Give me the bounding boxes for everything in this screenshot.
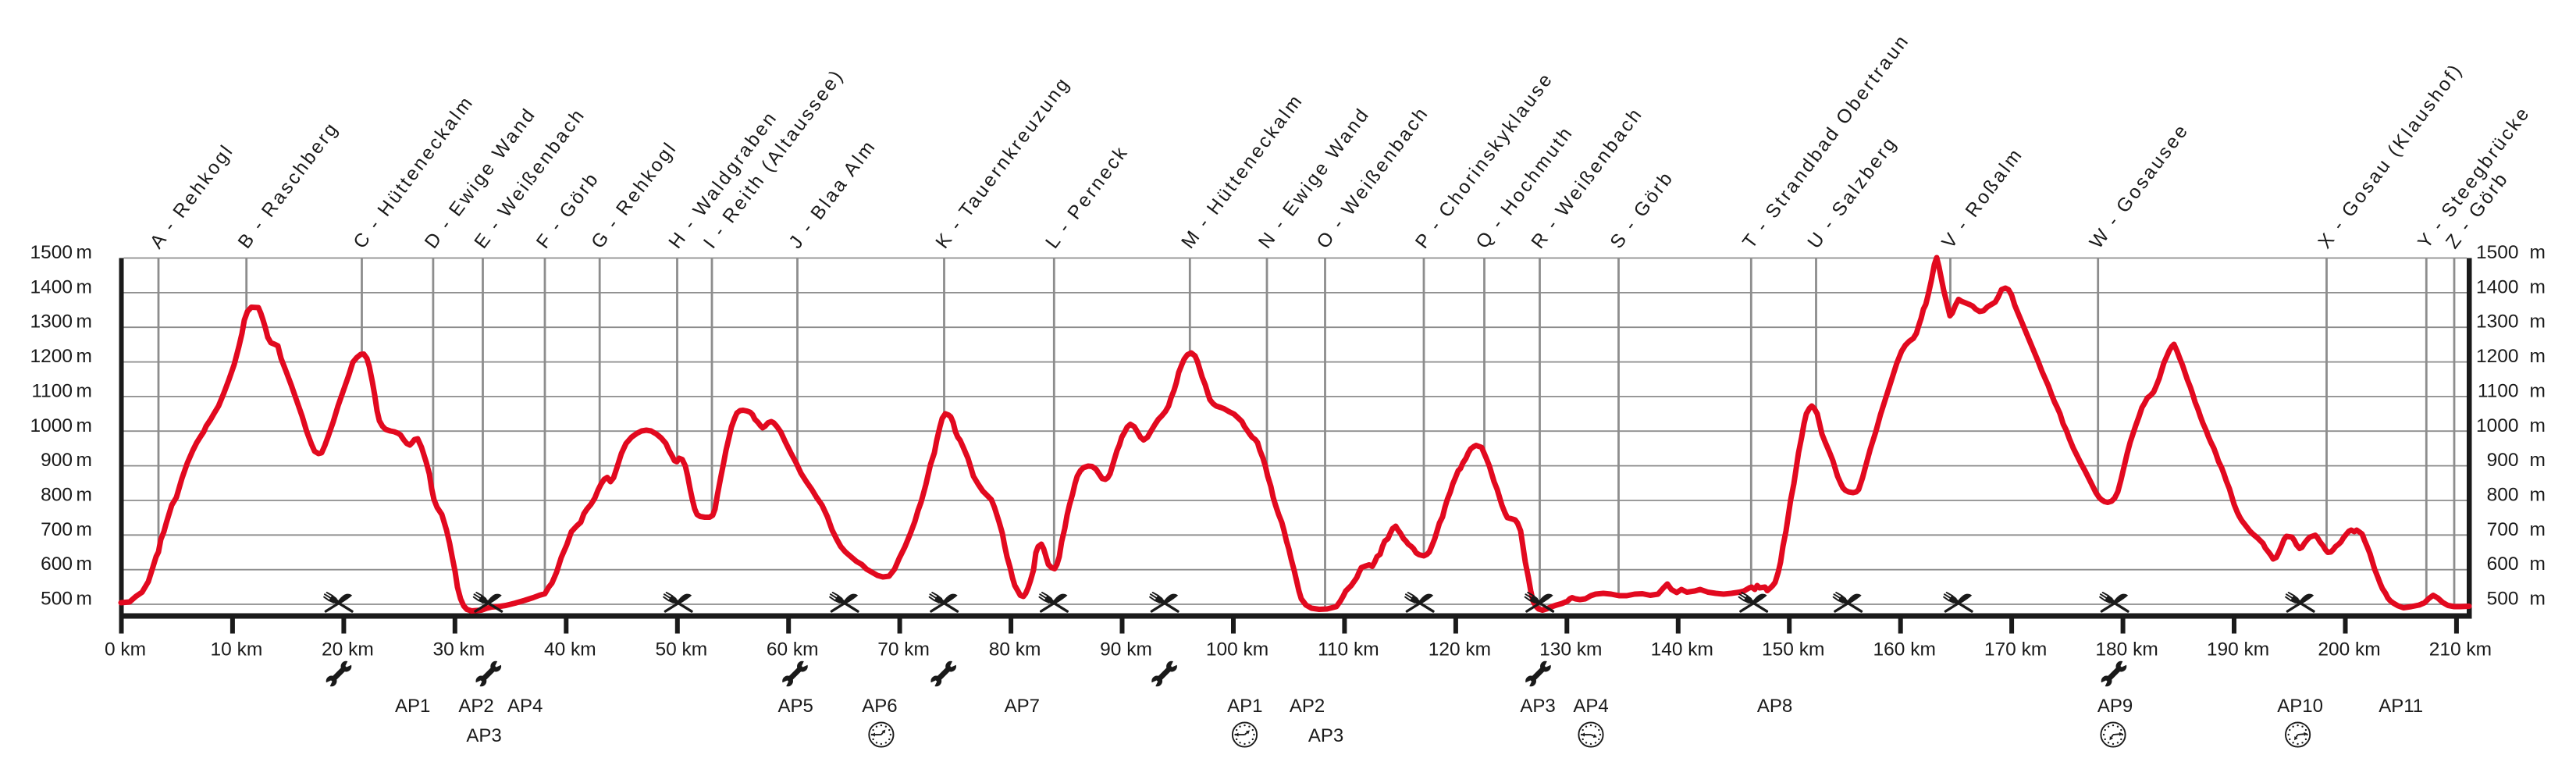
svg-text:190 km: 190 km xyxy=(2207,639,2269,660)
svg-text:120 km: 120 km xyxy=(1429,639,1491,660)
svg-text:1100: 1100 xyxy=(2478,380,2519,401)
svg-text:m: m xyxy=(2530,554,2546,575)
svg-text:AP7: AP7 xyxy=(1005,696,1040,717)
svg-text:130 km: 130 km xyxy=(1539,639,1602,660)
svg-text:1100: 1100 xyxy=(31,380,73,401)
svg-text:150 km: 150 km xyxy=(1762,639,1824,660)
svg-text:m: m xyxy=(76,589,92,610)
svg-text:m: m xyxy=(76,312,92,333)
svg-text:m: m xyxy=(2530,519,2546,540)
svg-text:AP1: AP1 xyxy=(1227,696,1262,717)
svg-text:60 km: 60 km xyxy=(767,639,819,660)
svg-text:AP10: AP10 xyxy=(2277,696,2323,717)
svg-text:m: m xyxy=(76,276,92,297)
svg-text:m: m xyxy=(2530,450,2546,471)
svg-text:m: m xyxy=(76,415,92,436)
svg-text:AP3: AP3 xyxy=(1520,696,1555,717)
svg-text:AP3: AP3 xyxy=(1308,725,1343,746)
svg-text:1500: 1500 xyxy=(30,242,73,263)
svg-text:1500: 1500 xyxy=(2476,242,2519,263)
svg-text:50 km: 50 km xyxy=(655,639,707,660)
svg-text:m: m xyxy=(2530,242,2546,263)
svg-text:AP11: AP11 xyxy=(2379,696,2423,717)
svg-text:AP3: AP3 xyxy=(466,725,501,746)
svg-text:110 km: 110 km xyxy=(1318,639,1379,660)
svg-text:1200: 1200 xyxy=(2476,346,2519,367)
svg-text:AP2: AP2 xyxy=(1290,696,1325,717)
svg-text:30 km: 30 km xyxy=(432,639,485,660)
svg-text:m: m xyxy=(2530,380,2546,401)
svg-text:700: 700 xyxy=(41,519,73,540)
svg-text:m: m xyxy=(2530,415,2546,436)
svg-text:m: m xyxy=(76,380,92,401)
svg-text:100 km: 100 km xyxy=(1206,639,1268,660)
svg-text:m: m xyxy=(2530,346,2546,367)
svg-text:70 km: 70 km xyxy=(877,639,930,660)
svg-text:10 km: 10 km xyxy=(211,639,263,660)
svg-text:AP1: AP1 xyxy=(395,696,430,717)
svg-text:m: m xyxy=(2530,312,2546,333)
svg-text:600: 600 xyxy=(2487,554,2519,575)
svg-text:AP4: AP4 xyxy=(507,696,543,717)
svg-text:600: 600 xyxy=(41,554,73,575)
svg-text:20 km: 20 km xyxy=(322,639,374,660)
svg-text:90 km: 90 km xyxy=(1100,639,1152,660)
svg-text:m: m xyxy=(76,450,92,471)
svg-text:200 km: 200 km xyxy=(2318,639,2380,660)
svg-text:AP4: AP4 xyxy=(1573,696,1608,717)
svg-text:m: m xyxy=(76,485,92,506)
svg-text:900: 900 xyxy=(41,450,73,471)
svg-text:170 km: 170 km xyxy=(1984,639,2047,660)
svg-text:m: m xyxy=(2530,276,2546,297)
svg-text:m: m xyxy=(76,242,92,263)
svg-text:210 km: 210 km xyxy=(2429,639,2492,660)
svg-text:1400: 1400 xyxy=(2476,276,2519,297)
svg-text:1300: 1300 xyxy=(30,312,73,333)
svg-text:900: 900 xyxy=(2487,450,2519,471)
svg-text:1300: 1300 xyxy=(2476,312,2519,333)
svg-text:800: 800 xyxy=(2487,485,2519,506)
svg-text:m: m xyxy=(2530,485,2546,506)
svg-text:AP8: AP8 xyxy=(1757,696,1792,717)
svg-text:1400: 1400 xyxy=(30,276,73,297)
svg-text:800: 800 xyxy=(41,485,73,506)
svg-text:m: m xyxy=(2530,589,2546,610)
svg-text:1000: 1000 xyxy=(30,415,73,436)
svg-text:180 km: 180 km xyxy=(2095,639,2158,660)
svg-text:80 km: 80 km xyxy=(989,639,1041,660)
svg-text:AP6: AP6 xyxy=(862,696,897,717)
svg-text:AP9: AP9 xyxy=(2097,696,2133,717)
svg-text:700: 700 xyxy=(2487,519,2519,540)
svg-text:0 km: 0 km xyxy=(105,639,146,660)
svg-text:m: m xyxy=(76,346,92,367)
svg-text:160 km: 160 km xyxy=(1873,639,1936,660)
svg-text:m: m xyxy=(76,554,92,575)
svg-text:500: 500 xyxy=(2487,589,2519,610)
svg-text:AP5: AP5 xyxy=(778,696,813,717)
svg-text:1200: 1200 xyxy=(30,346,73,367)
svg-text:140 km: 140 km xyxy=(1651,639,1713,660)
svg-text:1000: 1000 xyxy=(2476,415,2519,436)
svg-text:500: 500 xyxy=(41,589,73,610)
svg-text:40 km: 40 km xyxy=(544,639,596,660)
svg-text:AP2: AP2 xyxy=(458,696,493,717)
svg-text:m: m xyxy=(76,519,92,540)
